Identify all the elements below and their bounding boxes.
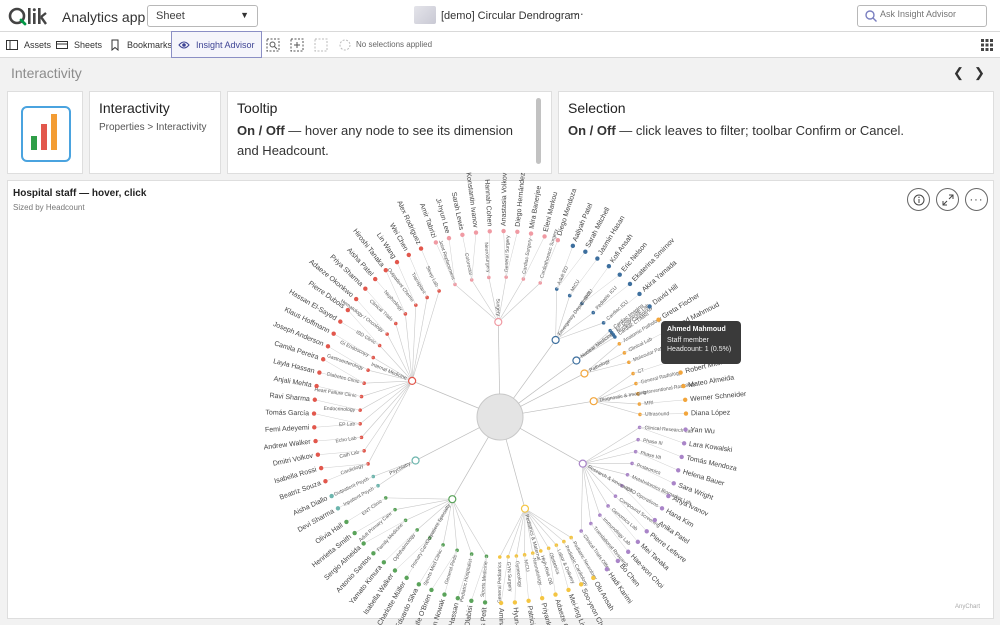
- chevron-down-icon: ▼: [240, 10, 249, 20]
- tooltip-name: Ahmed Mahmoud: [667, 326, 726, 333]
- tooltip-card-text: On / Off — hover any node to see its dim…: [237, 121, 537, 161]
- bookmarks-label: Bookmarks: [127, 40, 173, 50]
- interactivity-card-title: Interactivity: [99, 100, 170, 116]
- interactivity-card-path: Properties > Interactivity: [99, 122, 207, 133]
- clear-selections-icon[interactable]: [338, 38, 352, 52]
- selection-description: — click leaves to filter; toolbar Confir…: [615, 123, 904, 138]
- chart-credit: AnyChart: [955, 604, 981, 610]
- tooltip-value: Headcount: 1 (0.5%): [667, 346, 732, 353]
- tooltip-card-title: Tooltip: [237, 100, 278, 116]
- qlik-logo[interactable]: [8, 5, 50, 27]
- interactivity-card: Interactivity Properties > Interactivity: [89, 91, 221, 174]
- search-icon: [865, 10, 877, 22]
- next-sheet-icon[interactable]: ❯: [974, 65, 985, 80]
- tooltip-card: Tooltip On / Off — hover any node to see…: [227, 91, 552, 174]
- sheets-label: Sheets: [74, 40, 103, 50]
- top-bar: Analytics app Sheet ▼ [demo] Circular De…: [0, 0, 1000, 32]
- sheet-dropdown[interactable]: Sheet ▼: [147, 5, 258, 27]
- doc-thumbnail[interactable]: [414, 6, 436, 24]
- toolbar: Assets Sheets Bookmarks Insight Advisor …: [0, 31, 1000, 58]
- info-button[interactable]: [907, 188, 930, 211]
- sheets-icon: [56, 41, 68, 49]
- insight-search-input[interactable]: [880, 9, 980, 19]
- insight-advisor-label: Insight Advisor: [196, 39, 255, 50]
- sheet-title: Interactivity: [11, 65, 82, 81]
- no-selections-text: No selections applied: [356, 40, 433, 49]
- selections-tool-icon[interactable]: [290, 38, 304, 52]
- assets-label: Assets: [24, 40, 52, 50]
- insight-search-box[interactable]: [857, 5, 987, 27]
- more-options-icon[interactable]: ···: [569, 6, 585, 21]
- selection-on-off: On / Off: [568, 123, 616, 138]
- bookmarks-button[interactable]: Bookmarks: [109, 32, 172, 58]
- selection-card-text: On / Off — click leaves to filter; toolb…: [568, 121, 984, 141]
- previous-sheet-icon[interactable]: ❮: [953, 65, 964, 80]
- insight-advisor-icon: [178, 41, 190, 48]
- chart-title: Hospital staff — hover, click: [13, 188, 147, 199]
- expand-button[interactable]: [936, 188, 959, 211]
- assets-panel-icon: [6, 40, 18, 50]
- chart-tooltip: Ahmed Mahmoud Staff member Headcount: 1 …: [661, 321, 741, 364]
- tooltip-card-scrollbar[interactable]: [536, 98, 541, 164]
- more-chart-options-button[interactable]: ···: [965, 188, 988, 211]
- bookmark-icon: [111, 39, 119, 51]
- grid-view-icon[interactable]: [981, 39, 993, 51]
- app-title: Analytics app: [62, 9, 146, 25]
- bar-chart-logo-icon: [21, 106, 71, 162]
- tooltip-role: Staff member: [667, 337, 709, 344]
- doc-title[interactable]: [demo] Circular Dendrogram: [441, 10, 580, 22]
- assets-button[interactable]: Assets: [6, 32, 51, 58]
- sheets-button[interactable]: Sheets: [56, 32, 102, 58]
- selection-card: Selection On / Off — click leaves to fil…: [558, 91, 994, 174]
- logo-card: [7, 91, 83, 174]
- info-icon: [913, 194, 924, 205]
- smart-search-icon[interactable]: [266, 38, 280, 52]
- tooltip-description: — hover any node to see its dimension an…: [237, 123, 514, 158]
- insight-advisor-button[interactable]: Insight Advisor: [171, 31, 262, 58]
- selection-card-title: Selection: [568, 100, 626, 116]
- tooltip-on-off: On / Off: [237, 123, 285, 138]
- sheet-dropdown-value: Sheet: [156, 10, 185, 22]
- step-back-icon[interactable]: [314, 38, 328, 52]
- chart-panel: [7, 180, 994, 619]
- expand-icon: [942, 194, 953, 205]
- ellipsis-icon: ···: [969, 193, 984, 206]
- chart-subtitle: Sized by Headcount: [13, 203, 85, 212]
